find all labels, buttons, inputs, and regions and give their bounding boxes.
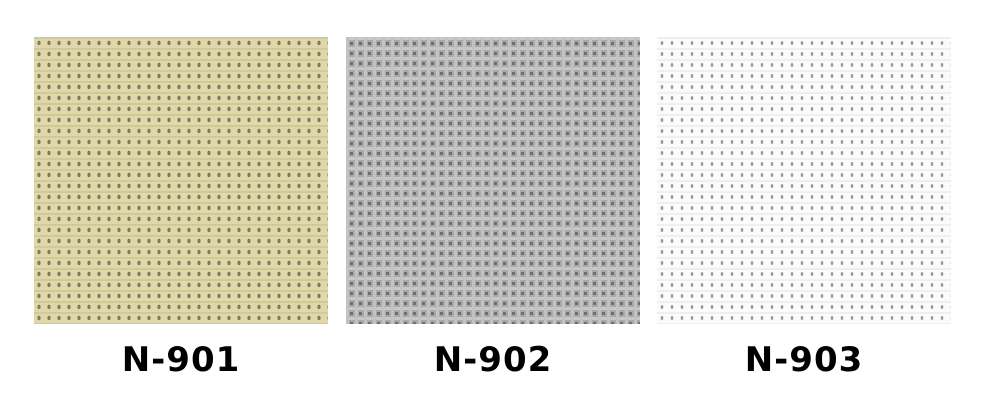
swatch-n-902[interactable] [346, 37, 640, 324]
fabric-texture-white [657, 37, 951, 324]
fabric-texture-gray [346, 37, 640, 324]
swatch-n-901[interactable] [34, 37, 328, 324]
swatch-label-n-903: N-903 [744, 340, 864, 380]
swatch-n-903[interactable] [657, 37, 951, 324]
swatch-label-n-901: N-901 [121, 340, 241, 380]
fabric-texture-beige [34, 37, 328, 324]
swatch-label-n-902: N-902 [433, 340, 553, 380]
